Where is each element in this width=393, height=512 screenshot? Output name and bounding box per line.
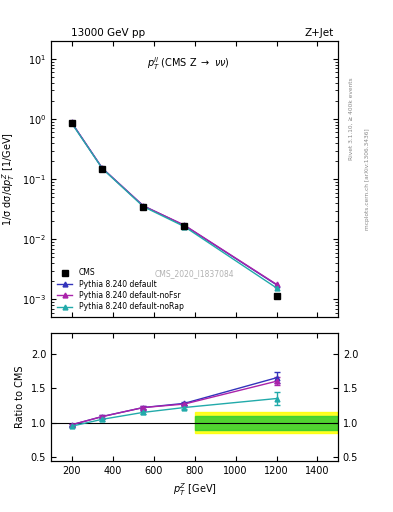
Pythia 8.240 default-noRap [100,165,105,172]
Line: Pythia 8.240 default-noFsr: Pythia 8.240 default-noFsr [69,120,279,287]
Text: CMS_2020_I1837084: CMS_2020_I1837084 [155,269,234,278]
CMS [141,203,146,209]
Pythia 8.240 default-noRap [141,203,146,209]
Pythia 8.240 default-noRap [274,285,279,291]
Y-axis label: 1/σ dσ/d$p_T^Z$ [1/GeV]: 1/σ dσ/d$p_T^Z$ [1/GeV] [0,132,17,226]
Line: Pythia 8.240 default-noRap: Pythia 8.240 default-noRap [69,121,279,290]
Pythia 8.240 default [100,165,105,172]
Pythia 8.240 default-noRap [182,223,187,229]
CMS [182,223,187,229]
Pythia 8.240 default-noFsr [69,119,74,125]
Pythia 8.240 default-noFsr [100,165,105,172]
CMS [274,293,279,299]
Pythia 8.240 default-noRap [69,120,74,126]
Pythia 8.240 default-noFsr [274,281,279,287]
Pythia 8.240 default-noFsr [182,222,187,228]
Line: Pythia 8.240 default: Pythia 8.240 default [69,120,279,287]
Pythia 8.240 default [182,222,187,228]
Y-axis label: Ratio to CMS: Ratio to CMS [15,366,25,428]
Bar [195,412,338,433]
Pythia 8.240 default [141,203,146,209]
Pythia 8.240 default [69,119,74,125]
Text: Rivet 3.1.10, ≥ 400k events: Rivet 3.1.10, ≥ 400k events [349,77,354,160]
Text: 13000 GeV pp: 13000 GeV pp [71,28,145,38]
Line: CMS: CMS [68,120,280,299]
Text: $p_T^{ll}$ (CMS Z $\rightarrow$ $\nu\nu$): $p_T^{ll}$ (CMS Z $\rightarrow$ $\nu\nu$… [147,55,230,72]
Text: Z+Jet: Z+Jet [305,28,334,38]
X-axis label: $p_T^Z$ [GeV]: $p_T^Z$ [GeV] [173,481,217,498]
CMS [100,166,105,172]
Pythia 8.240 default-noFsr [141,203,146,209]
Legend: CMS, Pythia 8.240 default, Pythia 8.240 default-noFsr, Pythia 8.240 default-noRa: CMS, Pythia 8.240 default, Pythia 8.240 … [55,266,186,314]
Text: mcplots.cern.ch [arXiv:1306.3436]: mcplots.cern.ch [arXiv:1306.3436] [365,129,370,230]
CMS [69,120,74,126]
Bar [195,416,338,430]
Pythia 8.240 default [274,282,279,288]
